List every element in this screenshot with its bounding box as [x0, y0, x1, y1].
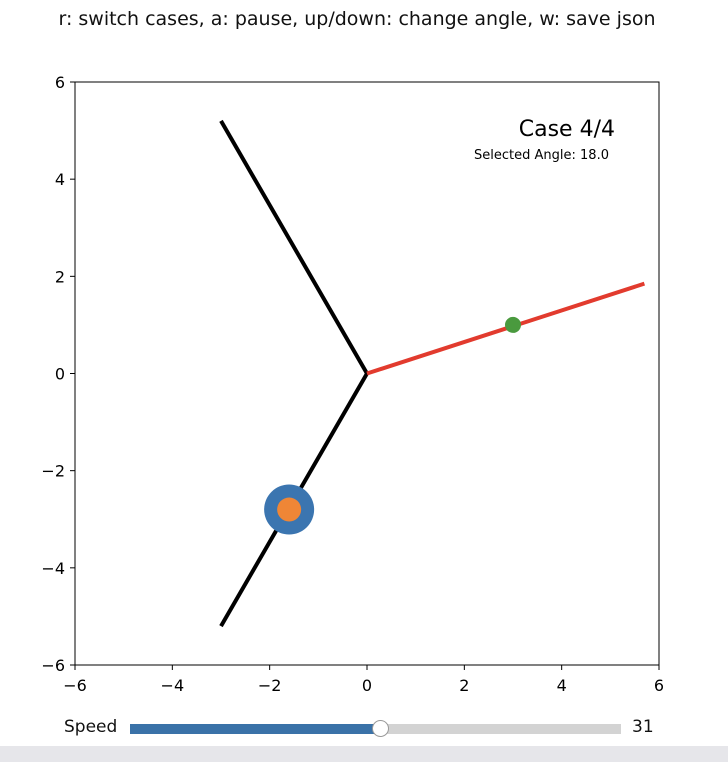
x-tick-label: −4 [161, 676, 185, 695]
x-tick-label: 6 [654, 676, 664, 695]
key-instructions: r: switch cases, a: pause, up/down: chan… [58, 8, 656, 30]
plot-canvas: −6 −4 −2 0 2 4 6 −6 −4 −2 0 2 4 6 Case 4/4 Selected … [41, 73, 664, 695]
y-axis-ticks: −6 −4 −2 0 2 4 6 [41, 73, 75, 675]
x-tick-label: −6 [63, 676, 87, 695]
target-point [505, 316, 521, 333]
y-tick-label: −4 [41, 559, 65, 578]
case-label: Case 4/4 [519, 117, 615, 142]
y-tick-label: 4 [55, 170, 65, 189]
x-tick-label: −2 [258, 676, 282, 695]
selected-branch [366, 281, 646, 376]
speed-slider-handle[interactable] [372, 720, 390, 737]
y-tick-label: 6 [55, 73, 65, 92]
selected-angle-label: Selected Angle: 18.0 [474, 148, 609, 163]
speed-slider-row: Speed 31 [0, 712, 728, 746]
ball-inner [277, 497, 302, 522]
x-tick-label: 0 [362, 676, 372, 695]
y-tick-label: −2 [41, 462, 65, 481]
upper-left-branch [219, 119, 369, 375]
x-tick-label: 2 [459, 676, 469, 695]
y-tick-label: −6 [41, 656, 65, 675]
speed-slider-value: 31 [632, 717, 654, 737]
bottom-status-strip [0, 746, 728, 762]
y-tick-label: 2 [55, 267, 65, 286]
x-axis-ticks: −6 −4 −2 0 2 4 6 [63, 665, 664, 695]
x-tick-label: 4 [557, 676, 567, 695]
speed-slider-label: Speed [64, 717, 118, 737]
speed-slider-fill [130, 724, 381, 734]
markers-group [264, 316, 521, 535]
y-tick-label: 0 [55, 365, 65, 384]
speed-slider-track[interactable] [130, 720, 621, 737]
